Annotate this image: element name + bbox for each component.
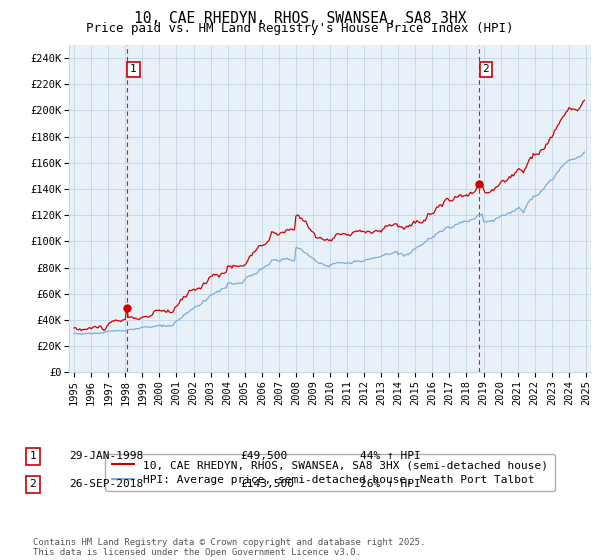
Text: 29-JAN-1998: 29-JAN-1998 xyxy=(69,451,143,461)
Text: 2: 2 xyxy=(482,64,489,74)
Text: 2: 2 xyxy=(29,479,37,489)
Text: 10, CAE RHEDYN, RHOS, SWANSEA, SA8 3HX: 10, CAE RHEDYN, RHOS, SWANSEA, SA8 3HX xyxy=(134,11,466,26)
Text: 1: 1 xyxy=(130,64,137,74)
Text: £49,500: £49,500 xyxy=(240,451,287,461)
Text: 44% ↑ HPI: 44% ↑ HPI xyxy=(360,451,421,461)
Text: Contains HM Land Registry data © Crown copyright and database right 2025.
This d: Contains HM Land Registry data © Crown c… xyxy=(33,538,425,557)
Text: 26% ↑ HPI: 26% ↑ HPI xyxy=(360,479,421,489)
Text: 1: 1 xyxy=(29,451,37,461)
Text: Price paid vs. HM Land Registry's House Price Index (HPI): Price paid vs. HM Land Registry's House … xyxy=(86,22,514,35)
Text: £143,500: £143,500 xyxy=(240,479,294,489)
Legend: 10, CAE RHEDYN, RHOS, SWANSEA, SA8 3HX (semi-detached house), HPI: Average price: 10, CAE RHEDYN, RHOS, SWANSEA, SA8 3HX (… xyxy=(105,454,555,491)
Text: 26-SEP-2018: 26-SEP-2018 xyxy=(69,479,143,489)
